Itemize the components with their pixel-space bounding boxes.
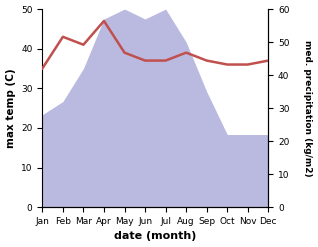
Y-axis label: max temp (C): max temp (C) <box>5 68 16 148</box>
X-axis label: date (month): date (month) <box>114 231 197 242</box>
Y-axis label: med. precipitation (kg/m2): med. precipitation (kg/m2) <box>303 40 313 176</box>
